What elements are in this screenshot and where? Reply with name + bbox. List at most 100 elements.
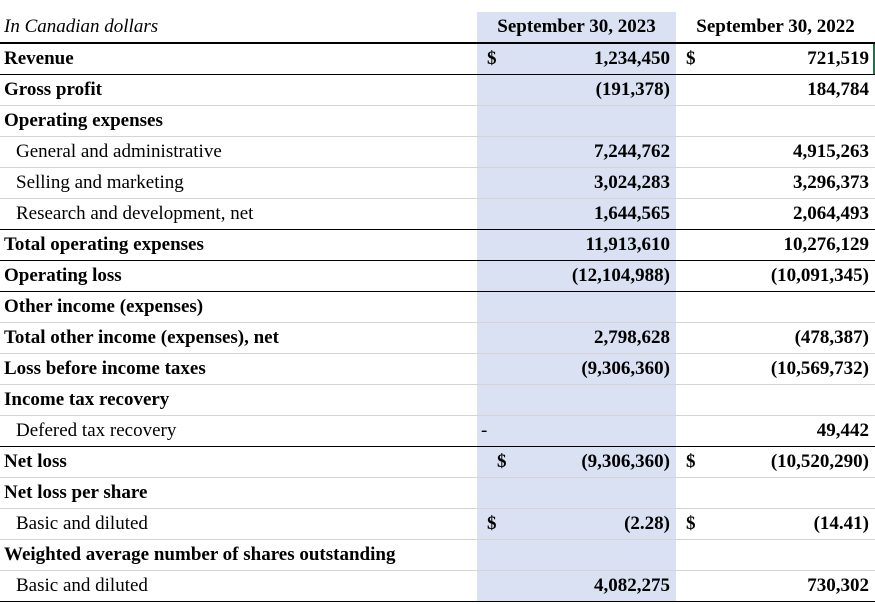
value-2022[interactable]: 3,296,373 bbox=[676, 167, 875, 199]
row-label[interactable]: General and administrative bbox=[0, 136, 477, 168]
row-label[interactable]: Selling and marketing bbox=[0, 167, 477, 199]
value-2022[interactable]: $721,519 bbox=[676, 43, 875, 75]
value-2023[interactable]: 4,082,275 bbox=[477, 570, 676, 602]
table-row: Weighted average number of shares outsta… bbox=[0, 539, 875, 571]
value-2022[interactable]: 4,915,263 bbox=[676, 136, 875, 168]
value-text: (2.28) bbox=[624, 513, 670, 534]
col-header-2022[interactable]: September 30, 2022 bbox=[676, 12, 875, 44]
value-text: 721,519 bbox=[807, 48, 869, 69]
value-2023[interactable]: (12,104,988) bbox=[477, 260, 676, 292]
currency-symbol: $ bbox=[686, 513, 696, 534]
currency-symbol: $ bbox=[487, 48, 497, 69]
value-2022[interactable] bbox=[676, 291, 875, 323]
value-2023[interactable]: 2,798,628 bbox=[477, 322, 676, 354]
value-2022[interactable] bbox=[676, 384, 875, 416]
row-label[interactable]: Loss before income taxes bbox=[0, 353, 477, 385]
value-text: 1,644,565 bbox=[594, 203, 670, 224]
value-2022[interactable]: (10,091,345) bbox=[676, 260, 875, 292]
value-2022[interactable]: 730,302 bbox=[676, 570, 875, 602]
value-2022[interactable]: 49,442 bbox=[676, 415, 875, 447]
value-2023[interactable]: 1,644,565 bbox=[477, 198, 676, 230]
value-text: 10,276,129 bbox=[783, 234, 870, 255]
value-text: (191,378) bbox=[595, 79, 670, 100]
value-text: 730,302 bbox=[807, 575, 869, 596]
currency-symbol: $ bbox=[497, 451, 507, 472]
value-text: (478,387) bbox=[794, 327, 869, 348]
value-2022[interactable] bbox=[676, 477, 875, 509]
value-2022[interactable]: 2,064,493 bbox=[676, 198, 875, 230]
table-row: Net loss per share bbox=[0, 477, 875, 509]
value-2023[interactable]: (191,378) bbox=[477, 74, 676, 106]
value-2023[interactable]: - bbox=[477, 415, 676, 447]
value-text: - bbox=[481, 420, 488, 441]
value-text: 49,442 bbox=[816, 420, 869, 441]
value-2022[interactable]: 184,784 bbox=[676, 74, 875, 106]
table-row: Gross profit (191,378) 184,784 bbox=[0, 74, 875, 106]
value-text: 11,913,610 bbox=[585, 234, 670, 255]
col-header-2023[interactable]: September 30, 2023 bbox=[477, 12, 676, 44]
row-label[interactable]: Other income (expenses) bbox=[0, 291, 477, 323]
value-2023[interactable]: 3,024,283 bbox=[477, 167, 676, 199]
row-label[interactable]: Weighted average number of shares outsta… bbox=[0, 539, 477, 571]
row-label[interactable]: Operating expenses bbox=[0, 105, 477, 137]
table-row: Total other income (expenses), net 2,798,… bbox=[0, 322, 875, 354]
value-2023[interactable]: $1,234,450 bbox=[477, 43, 676, 75]
income-statement-table: In Canadian dollars September 30, 2023 S… bbox=[0, 12, 875, 602]
value-2022[interactable]: (478,387) bbox=[676, 322, 875, 354]
value-text: 3,296,373 bbox=[793, 172, 869, 193]
row-label[interactable]: Revenue bbox=[0, 43, 477, 75]
value-2022[interactable] bbox=[676, 539, 875, 571]
row-label[interactable]: Operating loss bbox=[0, 260, 477, 292]
value-2023[interactable]: (9,306,360) bbox=[477, 353, 676, 385]
value-2022[interactable]: $ (14.41) bbox=[676, 508, 875, 540]
value-text: (10,091,345) bbox=[770, 265, 869, 286]
value-2023[interactable]: 7,244,762 bbox=[477, 136, 676, 168]
value-text: 2,064,493 bbox=[793, 203, 869, 224]
table-row: Research and development, net 1,644,565 2,… bbox=[0, 198, 875, 230]
value-text: 2,798,628 bbox=[594, 327, 670, 348]
table-row: Operating loss (12,104,988) (10,091,345) bbox=[0, 260, 875, 292]
table-row: Basic and diluted 4,082,275 730,302 bbox=[0, 570, 875, 602]
row-label[interactable]: Income tax recovery bbox=[0, 384, 477, 416]
currency-symbol: $ bbox=[686, 48, 696, 69]
row-label[interactable]: Net loss bbox=[0, 446, 477, 478]
row-label[interactable]: Basic and diluted bbox=[0, 570, 477, 602]
value-2022[interactable] bbox=[676, 105, 875, 137]
value-text: 1,234,450 bbox=[594, 48, 670, 69]
value-text: (9,306,360) bbox=[581, 451, 670, 472]
value-text: 7,244,762 bbox=[594, 141, 670, 162]
row-label[interactable]: Net loss per share bbox=[0, 477, 477, 509]
value-text: (12,104,988) bbox=[571, 265, 670, 286]
row-label[interactable]: Research and development, net bbox=[0, 198, 477, 230]
currency-symbol: $ bbox=[487, 513, 497, 534]
value-2022[interactable]: (10,569,732) bbox=[676, 353, 875, 385]
value-2022[interactable]: 10,276,129 bbox=[676, 229, 875, 261]
row-label[interactable]: Basic and diluted bbox=[0, 508, 477, 540]
value-text: 4,082,275 bbox=[594, 575, 670, 596]
value-text: (14.41) bbox=[813, 513, 869, 534]
row-label[interactable]: Defered tax recovery bbox=[0, 415, 477, 447]
table-row: Net loss $ (9,306,360) $ (10,520,290) bbox=[0, 446, 875, 478]
value-2023[interactable]: 11,913,610 bbox=[477, 229, 676, 261]
row-label[interactable]: Total operating expenses bbox=[0, 229, 477, 261]
value-text: (10,569,732) bbox=[770, 358, 869, 379]
row-label[interactable]: Gross profit bbox=[0, 74, 477, 106]
header-row: In Canadian dollars September 30, 2023 S… bbox=[0, 12, 875, 44]
value-2023[interactable]: $ (9,306,360) bbox=[477, 446, 676, 478]
value-2022[interactable]: $ (10,520,290) bbox=[676, 446, 875, 478]
value-2023[interactable] bbox=[477, 477, 676, 509]
table-row: Other income (expenses) bbox=[0, 291, 875, 323]
value-2023[interactable] bbox=[477, 539, 676, 571]
row-label[interactable]: Total other income (expenses), net bbox=[0, 322, 477, 354]
table-row: Loss before income taxes (9,306,360) (10,5… bbox=[0, 353, 875, 385]
value-2023[interactable] bbox=[477, 384, 676, 416]
value-text: 4,915,263 bbox=[793, 141, 869, 162]
table-row: Revenue $1,234,450 $721,519 bbox=[0, 43, 875, 75]
value-2023[interactable] bbox=[477, 291, 676, 323]
value-2023[interactable]: $ (2.28) bbox=[477, 508, 676, 540]
table-row: Income tax recovery bbox=[0, 384, 875, 416]
value-2023[interactable] bbox=[477, 105, 676, 137]
value-text: (10,520,290) bbox=[770, 451, 869, 472]
value-text: 184,784 bbox=[807, 79, 869, 100]
table-row: Defered tax recovery - 49,442 bbox=[0, 415, 875, 447]
